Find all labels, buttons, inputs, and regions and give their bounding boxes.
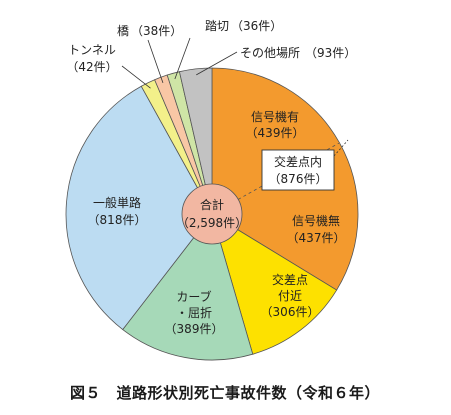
slice-value-crossing: （36件） <box>231 19 282 33</box>
slice-value-general-road: （818件） <box>88 213 147 227</box>
group-label: 交差点内 <box>274 154 322 169</box>
slice-value-curve: （389件） <box>165 322 224 336</box>
leader-bridge <box>147 39 164 84</box>
slice-label-crossing: 踏切 <box>205 19 229 33</box>
slice-label-intersection-near-1: 交差点 <box>272 272 308 287</box>
pie-slice-other <box>178 67 213 215</box>
pie-slices <box>65 67 359 361</box>
total-value: （2,598件） <box>177 216 247 230</box>
total-label: 合計 <box>200 197 224 212</box>
pie-slice-intersection-near <box>211 213 338 355</box>
slice-label-bridge: 橋 <box>117 24 129 38</box>
slice-value-other: （93件） <box>305 46 356 60</box>
leader-tunnel <box>121 65 151 89</box>
slice-value-tunnel: （42件） <box>66 60 117 74</box>
leader-crossing <box>174 37 191 80</box>
pie-slice-curve <box>122 213 254 361</box>
slice-value-bridge: （38件） <box>131 24 182 38</box>
slice-label-curve-2: ・屈折 <box>176 305 212 320</box>
leader-lines <box>121 37 238 89</box>
slice-label-other: その他場所 <box>240 46 300 60</box>
slice-label-intersection-near-2: 付近 <box>278 289 302 303</box>
group-callout-box <box>261 149 335 191</box>
pie-slice-signal-yes <box>211 67 341 215</box>
group-bracket-line <box>333 139 349 157</box>
group-value: （876件） <box>269 172 328 186</box>
slice-value-signal-yes: （439件） <box>246 126 305 140</box>
slice-label-signal-yes: 信号機有 <box>251 109 299 124</box>
slice-label-signal-no: 信号機無 <box>292 213 340 228</box>
chart-title: 図５ 道路形状別死亡事故件数（令和６年） <box>70 384 380 402</box>
slice-value-signal-no: （437件） <box>287 231 346 245</box>
slice-label-tunnel: トンネル <box>68 43 116 57</box>
pie-slice-general-road <box>65 85 213 331</box>
leader-other <box>196 51 238 76</box>
slice-label-general-road: 一般単路 <box>93 195 141 210</box>
slice-value-intersection-near: （306件） <box>261 305 320 319</box>
total-circle <box>181 183 243 245</box>
slice-label-curve-1: カーブ <box>176 289 211 304</box>
